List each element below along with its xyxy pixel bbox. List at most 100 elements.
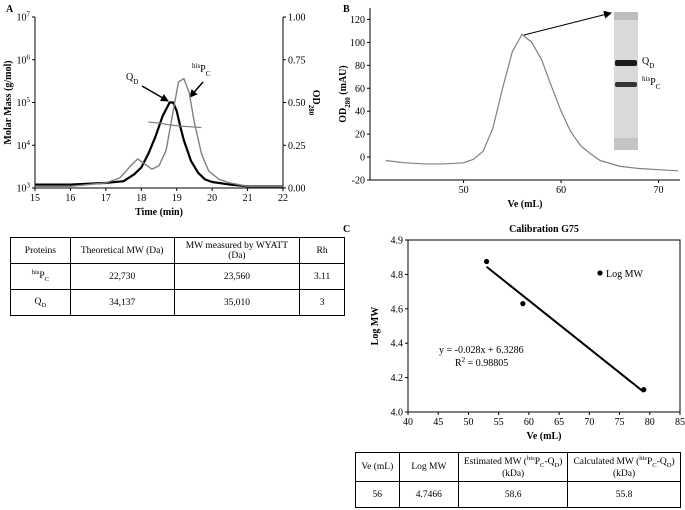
subscript: C xyxy=(656,83,661,91)
text-run: Q xyxy=(126,72,134,83)
plot-frame xyxy=(407,239,681,413)
point xyxy=(520,301,526,307)
table-cell: Calculated MW (hisPC-QD) (kDa) xyxy=(567,451,681,483)
supscript: 3 xyxy=(27,182,31,190)
subscript: D xyxy=(666,462,672,470)
table-cell: 22,730 xyxy=(69,263,175,290)
y-tick-label: 4.6 xyxy=(391,304,404,315)
text-run: P xyxy=(650,77,656,88)
series-line xyxy=(385,33,679,172)
table-cell: hisPC xyxy=(10,263,71,290)
table-cell: Log MW xyxy=(398,451,460,483)
table-cell: Theoretical MW (Da) xyxy=(69,237,175,264)
text-run: R xyxy=(455,358,462,369)
y-axis-label: OD280 (mAU) xyxy=(338,65,352,122)
text-run: 10 xyxy=(17,13,27,24)
table-cell: Rh xyxy=(299,237,345,264)
trendline xyxy=(485,265,645,393)
supscript: his xyxy=(639,455,647,462)
text-run: Estimated MW ( xyxy=(463,457,527,468)
x-tick-label: 65 xyxy=(554,417,564,428)
chart-title: Calibration G75 xyxy=(509,224,579,235)
gel-band xyxy=(615,60,637,66)
table-cell: 35,010 xyxy=(173,289,301,316)
text-run: ) (kDa) xyxy=(613,457,675,480)
x-tick-label: 60 xyxy=(524,417,534,428)
y-axis-label: Molar Mass (g/mol) xyxy=(3,60,14,144)
x-axis-label: Time (min) xyxy=(135,207,183,218)
table-header-row: Ve (mL) Log MW Estimated MW (hisPC-QD) (kD… xyxy=(355,451,681,483)
subscript: D xyxy=(554,462,560,470)
text-run: OD xyxy=(338,108,349,123)
y2-tick-label: 1.00 xyxy=(288,13,306,24)
series-line xyxy=(148,121,202,129)
table-cell: 23,560 xyxy=(173,263,301,290)
x-tick-label: 16 xyxy=(65,193,75,204)
x-tick-label: 17 xyxy=(101,193,111,204)
supscript: 4 xyxy=(27,139,31,147)
y2-tick-label: 0.50 xyxy=(288,98,306,109)
x-axis-label: Ve (mL) xyxy=(527,431,562,442)
legend-marker xyxy=(597,270,603,276)
x-tick-label: 40 xyxy=(403,417,413,428)
text-run: = 0.98805 xyxy=(465,358,508,369)
y-tick-label: 20 xyxy=(355,130,365,141)
text-run: 10 xyxy=(17,184,27,195)
y2-tick-label: 0.25 xyxy=(288,141,306,152)
x-tick-label: 19 xyxy=(172,193,182,204)
y-tick-label: 80 xyxy=(355,61,365,72)
text-run: P xyxy=(646,457,653,468)
text-run: 10 xyxy=(17,55,27,66)
text-run: OD xyxy=(310,90,321,105)
x-tick-label: 15 xyxy=(30,193,40,204)
y-tick-label: 104 xyxy=(17,139,31,152)
panel-label: C xyxy=(343,224,350,235)
y-tick-label: 105 xyxy=(17,96,31,109)
y-tick-label: 4.2 xyxy=(391,373,404,384)
x-tick-label: 50 xyxy=(459,185,469,196)
x-tick-label: 55 xyxy=(494,417,504,428)
x-tick-label: 60 xyxy=(556,185,566,196)
subscript: C xyxy=(206,70,211,78)
table-cell: QD xyxy=(10,289,71,316)
supscript: his xyxy=(526,455,535,462)
arrow xyxy=(141,85,169,102)
annotation: y = -0.028x + 6.3286 xyxy=(439,345,524,356)
arrow xyxy=(189,81,204,98)
x-tick-label: 50 xyxy=(463,417,473,428)
text-run: Calculated MW ( xyxy=(573,457,640,468)
text-run: Q xyxy=(642,56,650,67)
x-axis-label: Ve (mL) xyxy=(508,199,543,210)
x-tick-label: 75 xyxy=(615,417,625,428)
table-cell: Proteins xyxy=(10,237,71,264)
table-cell: 58.6 xyxy=(458,481,569,509)
y-tick-label: 107 xyxy=(17,11,31,24)
table-cell: 56 xyxy=(355,481,400,509)
x-tick-label: 70 xyxy=(584,417,594,428)
text-run: P xyxy=(534,457,541,468)
table-header-row: Proteins Theoretical MW (Da) MW measured b… xyxy=(10,237,345,264)
y-tick-label: 60 xyxy=(355,84,365,95)
supscript: 5 xyxy=(27,96,31,104)
y-tick-label: 4.9 xyxy=(391,236,404,247)
supscript: his xyxy=(31,269,40,277)
supscript: 7 xyxy=(27,11,31,19)
table-cell: Ve (mL) xyxy=(355,451,400,483)
text-run: ) (kDa) xyxy=(502,457,563,480)
supscript: his xyxy=(192,62,200,70)
table-cell: 3.11 xyxy=(299,263,345,290)
y-tick-label: 106 xyxy=(17,53,31,66)
subscript: D xyxy=(41,301,47,309)
x-tick-label: 22 xyxy=(278,193,288,204)
y-tick-label: 4.8 xyxy=(391,270,404,281)
x-tick-label: 18 xyxy=(136,193,146,204)
text-run: (mAU) xyxy=(338,65,349,97)
x-tick-label: 45 xyxy=(433,417,443,428)
table-cell: MW measured by WYATT (Da) xyxy=(173,237,301,264)
text-run: Q xyxy=(34,296,42,307)
y2-axis-label: OD280 xyxy=(307,90,321,116)
arrow xyxy=(523,10,612,36)
y2-tick-label: 0.00 xyxy=(288,184,306,195)
y-tick-label: 4.4 xyxy=(391,339,404,350)
